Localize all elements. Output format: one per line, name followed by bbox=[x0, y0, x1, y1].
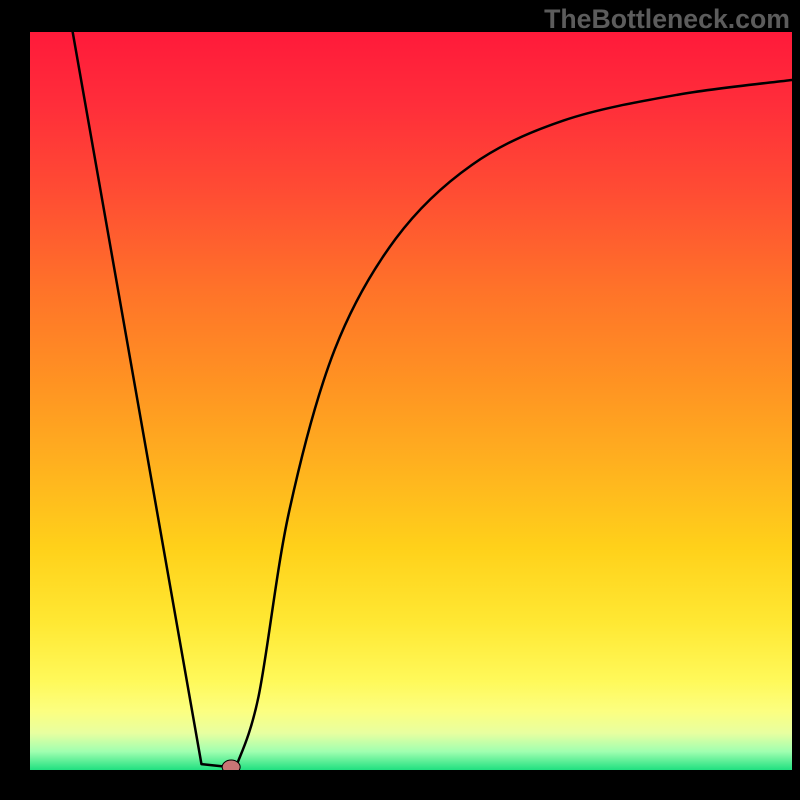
curve-layer bbox=[30, 32, 792, 770]
plot-area bbox=[30, 32, 792, 770]
watermark-text: TheBottleneck.com bbox=[544, 4, 790, 35]
bottleneck-curve bbox=[73, 32, 792, 770]
optimum-marker bbox=[222, 760, 240, 770]
